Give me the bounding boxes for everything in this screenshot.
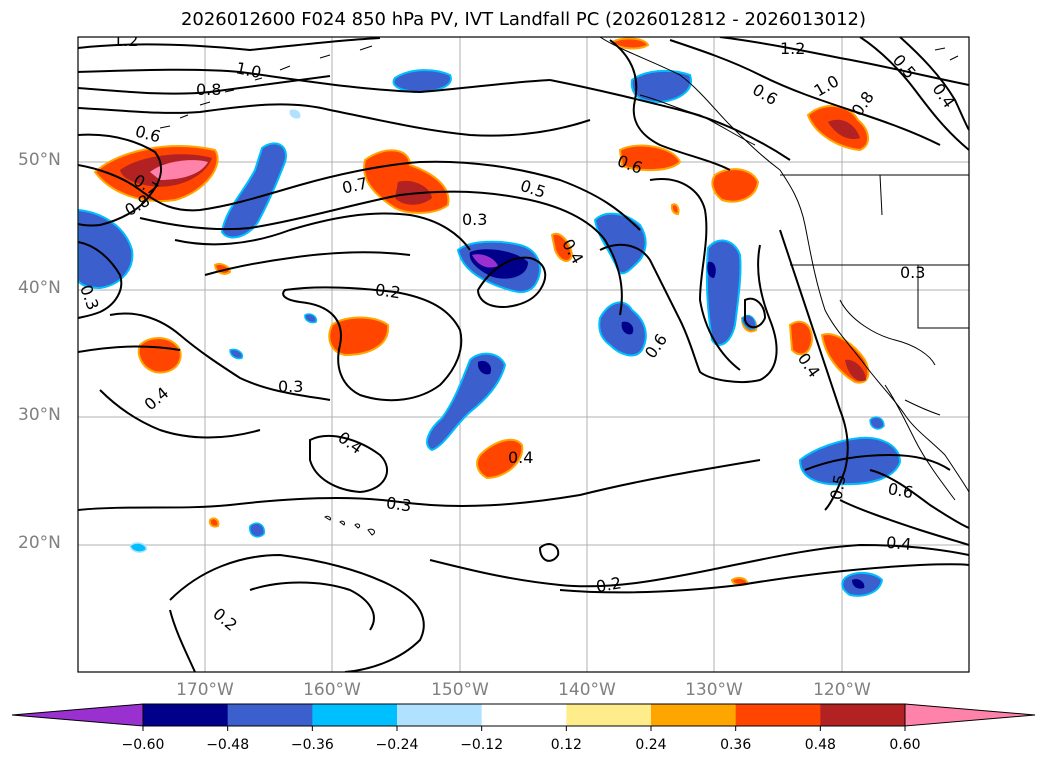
- colorbar-segment: [227, 704, 313, 726]
- colorbar-extend-low: [11, 703, 144, 727]
- colorbar-tick-label: 0.36: [720, 737, 752, 753]
- contour-label: 0.3: [900, 263, 925, 282]
- colorbar-tick-label: −0.48: [206, 737, 250, 753]
- pv-positive-blob: [550, 232, 574, 262]
- aleutian-islands: [159, 45, 373, 129]
- colorbar-tick-label: −0.60: [121, 737, 165, 753]
- lat-label: 20°N: [18, 533, 61, 553]
- map-frame: [77, 36, 970, 673]
- colorbar-segment: [143, 704, 229, 726]
- lon-label: 120°W: [813, 680, 871, 700]
- colorbar-tick-label: −0.12: [460, 737, 504, 753]
- contour-label: 0.3: [385, 493, 413, 515]
- contour-label: 1.0: [234, 58, 263, 82]
- colorbar-tick-label: 0.12: [550, 737, 582, 753]
- pv-negative-blob: [392, 69, 452, 94]
- contour-label: 0.8: [196, 80, 221, 99]
- coastlines: [159, 37, 969, 536]
- lon-label: 130°W: [685, 680, 743, 700]
- colorbar-segment: [397, 704, 483, 726]
- pv-contours: [78, 37, 969, 672]
- contour-label: 0.4: [885, 533, 912, 554]
- pv-shading-negative: [78, 69, 902, 597]
- colorbar-segments: [143, 704, 906, 726]
- pv-negative-blob: [798, 436, 902, 486]
- contour-label: 0.7: [340, 174, 369, 198]
- contour-label: 0.2: [374, 280, 402, 302]
- colorbar-segment: [735, 704, 821, 726]
- contour-label: 0.3: [462, 210, 487, 229]
- colorbar-segment: [481, 704, 567, 726]
- lat-label: 50°N: [18, 150, 61, 170]
- lat-label: 30°N: [18, 405, 61, 425]
- colorbar-extend-high: [904, 703, 1036, 727]
- pv-positive-blob: [328, 316, 390, 357]
- contour-label: 1.2: [113, 31, 138, 50]
- colorbar-tick-label: −0.36: [290, 737, 334, 753]
- colorbar-tick-label: 0.60: [889, 737, 921, 753]
- pv-positive-blob: [788, 320, 814, 356]
- lon-label: 150°W: [431, 680, 489, 700]
- pv-negative-blob: [630, 69, 692, 104]
- colorbar-segment: [820, 704, 906, 726]
- pv-positive-blob: [476, 438, 524, 480]
- lon-label: 140°W: [558, 680, 616, 700]
- contour-label: 0.3: [278, 377, 303, 396]
- pv-negative-blob: [78, 208, 134, 290]
- colorbar-tick-label: 0.24: [635, 737, 667, 753]
- colorbar-tick-label: 0.48: [804, 737, 836, 753]
- contour-label: 0.4: [508, 448, 533, 467]
- contour-label: 1.2: [780, 39, 805, 58]
- contour-label: 0.2: [594, 573, 622, 596]
- lon-label: 160°W: [303, 680, 361, 700]
- contour-label: 0.5: [826, 473, 849, 501]
- pv-positive-blob: [711, 168, 760, 203]
- hawaii-islands: [324, 515, 375, 536]
- colorbar-segment: [651, 704, 737, 726]
- lon-label: 170°W: [176, 680, 234, 700]
- colorbar-ticks: [142, 726, 906, 731]
- colorbar-segment: [312, 704, 398, 726]
- pv-positive-blob: [610, 37, 650, 50]
- map-figure: 1.2 1.0 0.8 0.6 0.7 0.8 1.2 0.5 0.4 1.0 …: [77, 31, 970, 673]
- colorbar-frame: [142, 703, 906, 727]
- pv-negative-blob: [426, 352, 507, 452]
- colorbar-tick-label: −0.24: [375, 737, 419, 753]
- pv-negative-blob: [220, 142, 287, 239]
- colorbar-segment: [566, 704, 652, 726]
- contour-label: 0.6: [886, 479, 914, 502]
- pv-positive-blob: [618, 144, 682, 172]
- lat-label: 40°N: [18, 278, 61, 298]
- north-american-coast: [599, 37, 969, 493]
- pv-positive-blob: [137, 337, 182, 374]
- chart-title: 2026012600 F024 850 hPa PV, IVT Landfall…: [180, 9, 867, 30]
